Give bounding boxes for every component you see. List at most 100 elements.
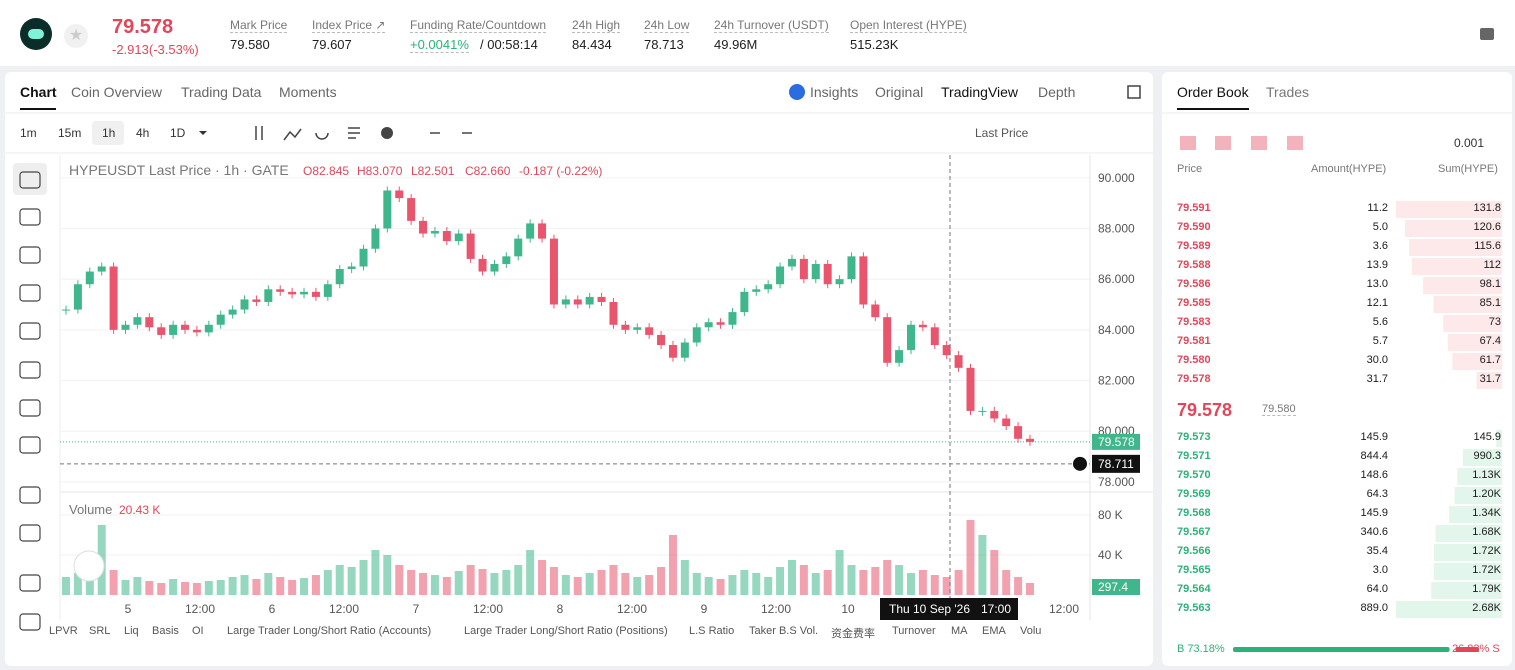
depth-bar [1433, 563, 1502, 580]
x-tick-label: 5 [125, 602, 132, 616]
candle [883, 317, 892, 363]
candle [133, 317, 142, 325]
buy-ratio: B 73.18% [1177, 643, 1225, 655]
ob-mid: 79.578 [1177, 400, 1233, 420]
ob-tab[interactable]: Order Book [1177, 84, 1249, 100]
volume-bar [264, 573, 273, 595]
candle [407, 198, 416, 221]
volume-bar [561, 575, 570, 595]
ob-amount: 5.0 [1372, 221, 1388, 233]
volume-bar [276, 577, 285, 595]
x-tick-label: 6 [269, 602, 276, 616]
coin-logo [20, 18, 52, 50]
chart-tab[interactable]: Moments [279, 84, 337, 100]
volume-bar [811, 573, 820, 595]
ob-price: 79.585 [1177, 297, 1211, 309]
candle [181, 324, 190, 330]
ob-price: 79.570 [1177, 469, 1211, 481]
volume-bar [288, 580, 297, 595]
chart-tab[interactable]: Coin Overview [71, 84, 163, 100]
candle [930, 327, 939, 346]
volume-bar [216, 580, 225, 595]
indicator[interactable]: EMA [982, 625, 1006, 637]
indicator[interactable]: L.S Ratio [689, 625, 735, 637]
volume-bar [109, 570, 118, 595]
indicator[interactable]: LPVR [49, 625, 78, 637]
menu-icon[interactable] [1480, 28, 1494, 40]
volume-bar [300, 578, 309, 595]
depth-bar [1435, 525, 1502, 542]
candle [514, 238, 523, 257]
ob-price: 79.589 [1177, 240, 1211, 252]
candle [252, 299, 261, 302]
volume-bar [621, 573, 630, 595]
indicator[interactable]: Large Trader Long/Short Ratio (Positions… [464, 625, 668, 637]
volume-bar [930, 575, 939, 595]
indicator[interactable]: Taker B.S Vol. [749, 625, 819, 637]
ob-sum: 61.7 [1479, 354, 1501, 366]
ob-sum: 115.6 [1474, 240, 1501, 252]
candle [478, 258, 487, 272]
indicator[interactable]: SRL [89, 625, 111, 637]
ob-amount: 3.0 [1372, 564, 1388, 576]
ai-icon [789, 84, 805, 100]
interval[interactable]: 15m [58, 126, 82, 140]
tab-underline [20, 108, 56, 110]
interval[interactable]: 4h [136, 126, 150, 140]
stat-value: 515.23K [850, 37, 899, 52]
indicator[interactable]: OI [192, 625, 204, 637]
indicator[interactable]: Volu [1020, 625, 1042, 637]
chart-panel [5, 72, 1153, 666]
chart-tab[interactable]: Trading Data [181, 84, 262, 100]
candle [787, 258, 796, 267]
legend-h: H83.070 [357, 164, 403, 178]
ob-price: 79.571 [1177, 450, 1211, 462]
candle [1026, 438, 1034, 442]
x-tick-label: 10 [841, 602, 855, 616]
ob-sum: 67.4 [1479, 335, 1501, 347]
favorite[interactable]: ★ [64, 24, 88, 48]
chart-view[interactable]: Original [875, 84, 924, 100]
volume-bar [121, 580, 130, 595]
volume-bar [335, 565, 344, 595]
volume-bar [169, 579, 178, 595]
volume-bar [323, 570, 332, 595]
chart-view[interactable]: TradingView [941, 84, 1019, 100]
chart-view[interactable]: Insights [810, 84, 859, 100]
ob-amount: 5.7 [1372, 335, 1388, 347]
indicator[interactable]: Basis [152, 625, 179, 637]
volume-bar [657, 567, 666, 595]
indicator[interactable]: Turnover [892, 625, 936, 637]
depth-bar [1449, 506, 1502, 523]
ob-price: 79.565 [1177, 564, 1211, 576]
candle [395, 190, 404, 199]
volume-bar [799, 565, 808, 595]
indicator[interactable]: Liq [124, 625, 139, 637]
chart-tab[interactable]: Chart [20, 84, 57, 100]
interval[interactable]: 1D [170, 126, 186, 140]
precision[interactable]: 0.001 [1454, 136, 1485, 150]
volume-bar [847, 565, 856, 595]
price-type[interactable]: Last Price [975, 126, 1029, 140]
ob-amount: 64.3 [1366, 488, 1388, 500]
legend-o: O82.845 [303, 164, 350, 178]
ob-tab[interactable]: Trades [1266, 84, 1310, 100]
stat-label: 24h Low [644, 18, 690, 33]
indicator[interactable]: Large Trader Long/Short Ratio (Accounts) [227, 625, 432, 637]
indicator[interactable]: 资金费率 [831, 628, 875, 640]
chart-view[interactable]: Depth [1038, 84, 1076, 100]
stat-value: 49.96M [714, 37, 758, 52]
y-tick-label: 86.000 [1098, 272, 1135, 286]
interval[interactable]: 1h [102, 126, 116, 140]
time-tag-time: 17:00 [981, 602, 1011, 616]
volume-bar [585, 573, 594, 595]
candle [728, 312, 737, 325]
candle [906, 324, 915, 351]
volume-bar [145, 581, 154, 595]
indicator[interactable]: MA [951, 625, 968, 637]
volume-bar [526, 550, 535, 595]
candle [752, 289, 761, 292]
depth-bar [1447, 334, 1502, 351]
interval[interactable]: 1m [20, 126, 37, 140]
tool-icon [19, 613, 41, 631]
